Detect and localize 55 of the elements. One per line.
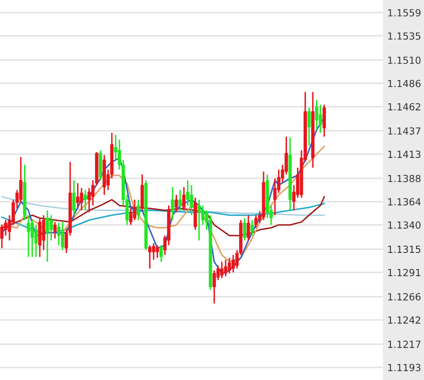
candlestick <box>132 199 136 221</box>
candlestick <box>38 217 42 258</box>
y-tick-label: 1.1413 <box>388 150 420 158</box>
candlestick <box>212 270 216 304</box>
y-tick-label: 1.1510 <box>388 56 421 64</box>
candlestick <box>174 194 178 213</box>
y-tick-label: 1.1266 <box>388 293 421 300</box>
line-series <box>1 196 325 216</box>
candlestick <box>156 244 160 259</box>
candlestick <box>220 261 224 279</box>
candlestick <box>318 104 322 134</box>
candlestick <box>140 174 144 212</box>
candlestick <box>50 214 53 242</box>
y-tick-label: 1.1291 <box>388 268 420 276</box>
candlestick <box>60 221 64 251</box>
candlestick <box>46 210 50 262</box>
y-tick-label: 1.1193 <box>388 364 420 372</box>
y-tick-label: 1.1559 <box>388 9 420 16</box>
y-tick-label: 1.1340 <box>388 221 421 229</box>
y-tick-label: 1.1535 <box>388 32 420 40</box>
y-tick-label: 1.1242 <box>388 316 420 324</box>
y-tick-label: 1.1388 <box>388 174 421 182</box>
candlestick <box>30 219 34 258</box>
candlestick <box>182 186 186 212</box>
y-tick-label: 1.1364 <box>388 198 421 206</box>
candlestick <box>72 180 76 216</box>
candlestick <box>232 254 235 274</box>
y-tick-label: 1.1315 <box>388 246 420 253</box>
candlestick <box>228 257 232 274</box>
candlestick <box>254 214 258 228</box>
candlestick <box>84 189 87 212</box>
candlestick <box>136 199 140 221</box>
candlestick <box>178 189 182 212</box>
candlestick <box>34 224 38 258</box>
candlestick <box>57 222 60 246</box>
candlestick <box>224 259 228 277</box>
candlestick <box>76 182 80 210</box>
y-tick-label: 1.1217 <box>388 340 420 348</box>
candlestick <box>190 184 194 216</box>
candlestick <box>80 187 84 212</box>
candlestick <box>314 99 318 131</box>
candlestick <box>322 104 326 138</box>
candlestick <box>170 186 174 221</box>
candlestick <box>0 224 4 249</box>
y-tick-label: 1.1437 <box>388 127 420 135</box>
y-tick-label: 1.1462 <box>388 103 420 110</box>
candlestick <box>160 244 163 262</box>
candlestick <box>246 214 250 242</box>
candlestick <box>148 244 152 270</box>
candlestick <box>242 217 246 242</box>
candlestick <box>53 221 57 240</box>
y-tick-label: 1.1486 <box>388 80 421 88</box>
candlestick <box>250 219 254 236</box>
candlestick <box>307 106 311 146</box>
candlestick <box>197 199 201 242</box>
